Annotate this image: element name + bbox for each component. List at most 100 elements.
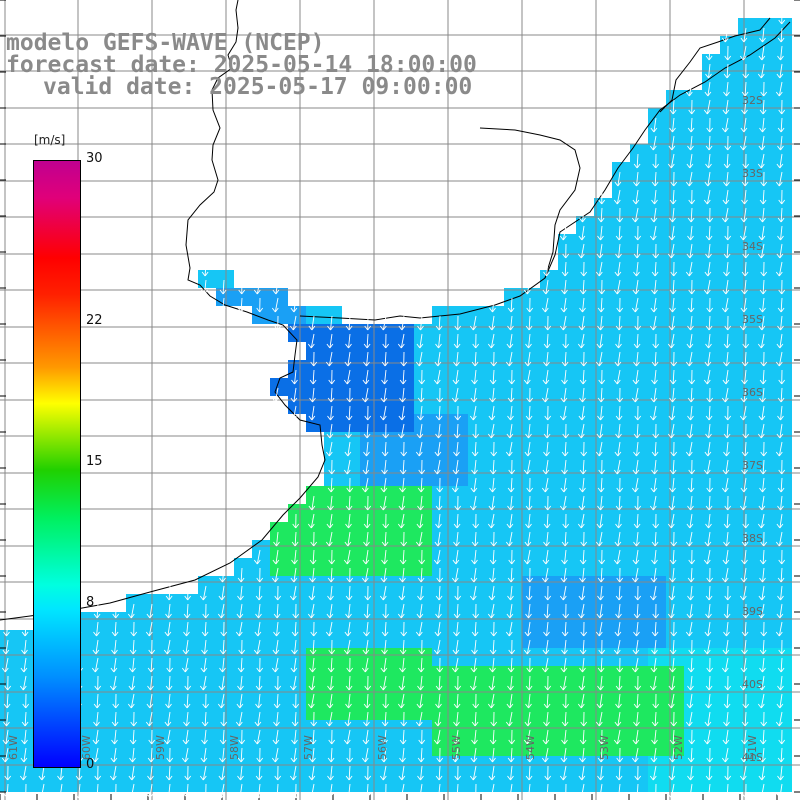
wind-cell [756, 504, 774, 522]
wind-arrow [380, 387, 388, 403]
wind-arrow [507, 387, 515, 403]
wind-cell [432, 414, 450, 432]
wind-cell [324, 648, 342, 666]
wind-arrow [706, 477, 714, 493]
wind-arrow [435, 603, 442, 619]
wind-arrow [526, 387, 534, 403]
latitude-label: 38S [742, 532, 763, 545]
wind-cell [594, 738, 612, 756]
wind-arrow [705, 783, 712, 799]
wind-cell [396, 720, 414, 738]
wind-cell [378, 648, 396, 666]
wind-arrow [436, 387, 444, 403]
wind-arrow [327, 315, 334, 331]
wind-arrow [562, 603, 570, 619]
wind-arrow [543, 513, 551, 529]
wind-cell [144, 666, 162, 684]
wind-arrow [777, 297, 785, 313]
wind-cell [504, 396, 522, 414]
wind-arrow [382, 783, 390, 799]
wind-cell [720, 288, 738, 306]
wind-arrow [361, 657, 369, 673]
wind-cell [738, 180, 756, 198]
wind-arrow [596, 333, 604, 349]
wind-arrow [758, 495, 766, 511]
wind-arrow [94, 765, 102, 781]
wind-arrow [633, 153, 641, 169]
wind-arrow [181, 657, 189, 673]
wind-cell [540, 648, 558, 666]
wind-cell [486, 576, 504, 594]
wind-cell [342, 612, 360, 630]
wind-arrow [776, 423, 784, 439]
wind-arrow [741, 531, 749, 547]
colorbar [33, 160, 81, 768]
wind-arrow [201, 729, 208, 745]
wind-cell [648, 666, 666, 684]
estuary-coast-path [479, 127, 581, 279]
wind-arrow [112, 603, 120, 619]
wind-arrow [128, 765, 136, 781]
wind-arrow [686, 423, 694, 439]
wind-cell [630, 540, 648, 558]
wind-cell [288, 558, 306, 576]
wind-arrow [92, 729, 100, 745]
wind-arrow [147, 747, 155, 763]
wind-cell [450, 324, 468, 342]
wind-cell [630, 414, 648, 432]
wind-cell [378, 360, 396, 378]
wind-arrow [687, 657, 695, 673]
wind-arrow [776, 153, 784, 169]
wind-cell [504, 468, 522, 486]
wind-arrow [598, 189, 606, 205]
wind-arrow [559, 495, 567, 511]
wind-arrow [560, 657, 568, 673]
wind-cell [594, 558, 612, 576]
wind-arrow [632, 549, 640, 565]
wind-arrow [577, 693, 585, 709]
wind-arrow [652, 513, 660, 529]
wind-arrow [758, 135, 766, 151]
wind-cell [180, 720, 198, 738]
wind-cell [630, 162, 648, 180]
wind-arrow [759, 369, 767, 385]
wind-cell [108, 630, 126, 648]
wind-cell [522, 486, 540, 504]
wind-arrow [740, 27, 748, 43]
wind-arrow [454, 405, 462, 421]
wind-arrow [759, 27, 766, 43]
wind-cell [720, 342, 738, 360]
wind-cell [720, 468, 738, 486]
wind-arrow [505, 441, 513, 457]
wind-cell [288, 360, 306, 378]
wind-cell [540, 702, 558, 720]
wind-cell [0, 648, 18, 666]
wind-arrow [686, 513, 694, 529]
wind-cell [594, 666, 612, 684]
wind-arrow [292, 603, 300, 619]
wind-cell [558, 540, 576, 558]
wind-cell [666, 198, 684, 216]
wind-cell [666, 234, 684, 252]
wind-arrow [397, 783, 405, 799]
wind-cell [468, 396, 486, 414]
wind-arrow [327, 477, 335, 493]
wind-arrow [613, 729, 621, 745]
wind-arrow [579, 657, 586, 673]
wind-cell [756, 450, 774, 468]
wind-arrow [364, 495, 372, 511]
wind-arrow [613, 279, 621, 295]
wind-arrow [668, 225, 676, 241]
wind-arrow [325, 351, 333, 367]
wind-arrow [452, 459, 460, 475]
wind-cell [576, 486, 594, 504]
latitude-label: 32S [742, 94, 763, 107]
wind-arrow [292, 783, 300, 799]
wind-cell [684, 144, 702, 162]
wind-arrow [741, 459, 748, 475]
wind-cell [594, 198, 612, 216]
wind-arrow [454, 315, 462, 331]
wind-arrow [379, 675, 387, 691]
wind-cell [774, 126, 792, 144]
wind-arrow [633, 171, 640, 187]
